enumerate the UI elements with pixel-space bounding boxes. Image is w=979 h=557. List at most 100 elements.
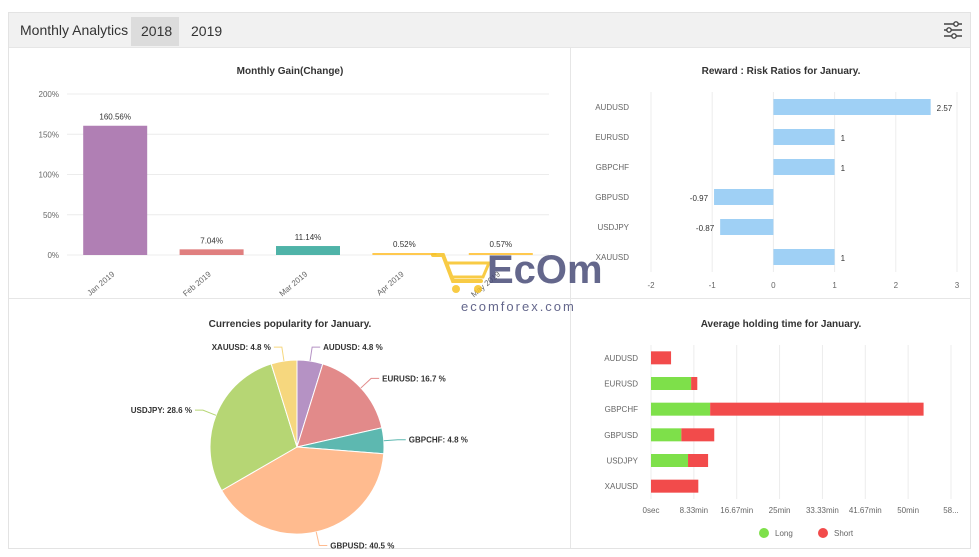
bar bbox=[83, 125, 148, 255]
currency-popularity-panel: Currencies popularity for January. AUDUSD… bbox=[9, 299, 571, 551]
y-tick-label: 0% bbox=[47, 251, 59, 260]
x-tick-label: 25min bbox=[769, 506, 791, 515]
sliders-icon[interactable] bbox=[942, 20, 964, 40]
pie-slice bbox=[209, 363, 298, 492]
watermark-logo: EcOm ecomforex.com bbox=[431, 248, 603, 314]
tab-2018[interactable]: 2018 bbox=[131, 17, 179, 46]
pie-label: GBPUSD: 40.5 % bbox=[330, 542, 394, 551]
tab-2019[interactable]: 2019 bbox=[191, 23, 223, 39]
bar bbox=[773, 129, 835, 145]
bar bbox=[651, 402, 711, 416]
x-tick-label: Feb 2019 bbox=[181, 269, 213, 298]
bar bbox=[681, 428, 715, 442]
x-tick-label: 16.67min bbox=[720, 506, 753, 515]
reward-risk-chart: Reward : Risk Ratios for January. -2 -1 0 1 2… bbox=[595, 66, 960, 290]
bar bbox=[651, 454, 689, 467]
pie-leader-line bbox=[194, 409, 217, 416]
bar bbox=[710, 402, 924, 416]
bar bbox=[691, 377, 698, 390]
legend-label: Long bbox=[775, 529, 793, 538]
watermark-text: ecomforex.com bbox=[461, 299, 576, 314]
legend-marker bbox=[759, 528, 769, 538]
holding-time-panel: Average holding time for January. 0sec 8.3… bbox=[571, 299, 970, 548]
monthly-gain-chart: Monthly Gain(Change) 0% 50% 100% 150% 200% 160… bbox=[39, 66, 549, 299]
x-tick-label: -1 bbox=[709, 281, 717, 290]
data-label: 7.04% bbox=[200, 236, 223, 245]
x-tick-label: 0sec bbox=[643, 506, 660, 515]
pie-label: XAUUSD: 4.8 % bbox=[212, 343, 271, 352]
data-label: -0.87 bbox=[696, 224, 715, 233]
y-tick-label: AUDUSD bbox=[595, 103, 629, 112]
chart-title: Monthly Gain(Change) bbox=[237, 66, 344, 77]
data-label: 160.56% bbox=[99, 113, 131, 122]
y-tick-label: USDJPY bbox=[597, 223, 629, 232]
bar bbox=[688, 454, 709, 467]
bar bbox=[720, 219, 774, 235]
pie-leader-line bbox=[383, 439, 406, 442]
data-label: 0.52% bbox=[393, 240, 416, 249]
data-label: 2.57 bbox=[937, 104, 953, 113]
bar bbox=[372, 253, 437, 255]
data-label: 11.14% bbox=[295, 233, 322, 242]
y-tick-label: 150% bbox=[39, 130, 59, 139]
legend-marker bbox=[818, 528, 828, 538]
bar bbox=[651, 479, 699, 493]
currency-popularity-chart: Currencies popularity for January. AUDUSD… bbox=[131, 319, 468, 551]
x-tick-label: Jan 2019 bbox=[85, 269, 116, 297]
pie-slice bbox=[296, 363, 383, 448]
y-tick-label: 200% bbox=[39, 90, 59, 99]
legend-label: Short bbox=[834, 529, 854, 538]
pie-leader-line bbox=[273, 346, 285, 362]
monthly-gain-panel: Monthly Gain(Change) 0% 50% 100% 150% 200% 160… bbox=[9, 48, 571, 299]
chart-title: Average holding time for January. bbox=[701, 319, 862, 330]
y-tick-label: XAUUSD bbox=[605, 482, 639, 491]
y-tick-label: AUDUSD bbox=[604, 354, 638, 363]
bar bbox=[773, 159, 835, 175]
pie-leader-line bbox=[315, 531, 328, 547]
y-tick-label: GBPCHF bbox=[605, 405, 638, 414]
bar bbox=[468, 253, 533, 255]
bar bbox=[179, 249, 244, 255]
y-tick-label: XAUUSD bbox=[596, 253, 630, 262]
pie-slice bbox=[220, 446, 385, 535]
y-tick-label: GBPUSD bbox=[595, 193, 629, 202]
data-label: 1 bbox=[841, 164, 846, 173]
x-tick-label: 2 bbox=[894, 281, 899, 290]
bar bbox=[651, 351, 672, 365]
bar bbox=[651, 377, 692, 390]
y-tick-label: GBPCHF bbox=[596, 163, 629, 172]
x-tick-label: 58... bbox=[943, 506, 959, 515]
analytics-widget: Monthly Analytics 2018 2019 Monthly Gain… bbox=[8, 12, 971, 551]
pie-leader-line bbox=[360, 377, 380, 389]
y-tick-label: 100% bbox=[39, 171, 59, 180]
pie-label: EURUSD: 16.7 % bbox=[382, 374, 446, 383]
page-title: Monthly Analytics bbox=[20, 22, 129, 38]
x-tick-label: Apr 2019 bbox=[375, 269, 406, 297]
y-tick-label: EURUSD bbox=[604, 380, 638, 389]
y-tick-label: USDJPY bbox=[606, 457, 638, 466]
y-tick-label: 50% bbox=[43, 211, 59, 220]
bar bbox=[773, 99, 931, 115]
cart-icon bbox=[431, 253, 492, 293]
x-tick-label: Mar 2019 bbox=[278, 269, 310, 298]
pie-label: GBPCHF: 4.8 % bbox=[409, 436, 468, 445]
x-tick-label: 33.33min bbox=[806, 506, 839, 515]
x-tick-label: 0 bbox=[771, 281, 776, 290]
header-bar: Monthly Analytics 2018 2019 bbox=[9, 13, 970, 48]
x-tick-label: 1 bbox=[832, 281, 837, 290]
pie-leader-line bbox=[309, 346, 321, 362]
holding-time-chart: Average holding time for January. 0sec 8.3… bbox=[604, 319, 959, 538]
chart-title: Currencies popularity for January. bbox=[209, 319, 372, 330]
chart-title: Reward : Risk Ratios for January. bbox=[702, 66, 861, 77]
data-label: 0.57% bbox=[489, 240, 512, 249]
y-tick-label: GBPUSD bbox=[604, 431, 638, 440]
bar bbox=[651, 428, 682, 442]
y-tick-label: EURUSD bbox=[595, 133, 629, 142]
reward-risk-panel: Reward : Risk Ratios for January. -2 -1 0 1 2… bbox=[571, 48, 970, 299]
bar bbox=[714, 189, 774, 205]
data-label: 1 bbox=[841, 254, 846, 263]
watermark-logo-text: EcOm bbox=[487, 248, 603, 292]
pie-label: USDJPY: 28.6 % bbox=[131, 406, 192, 415]
data-label: -0.97 bbox=[690, 194, 709, 203]
x-tick-label: 50min bbox=[897, 506, 919, 515]
